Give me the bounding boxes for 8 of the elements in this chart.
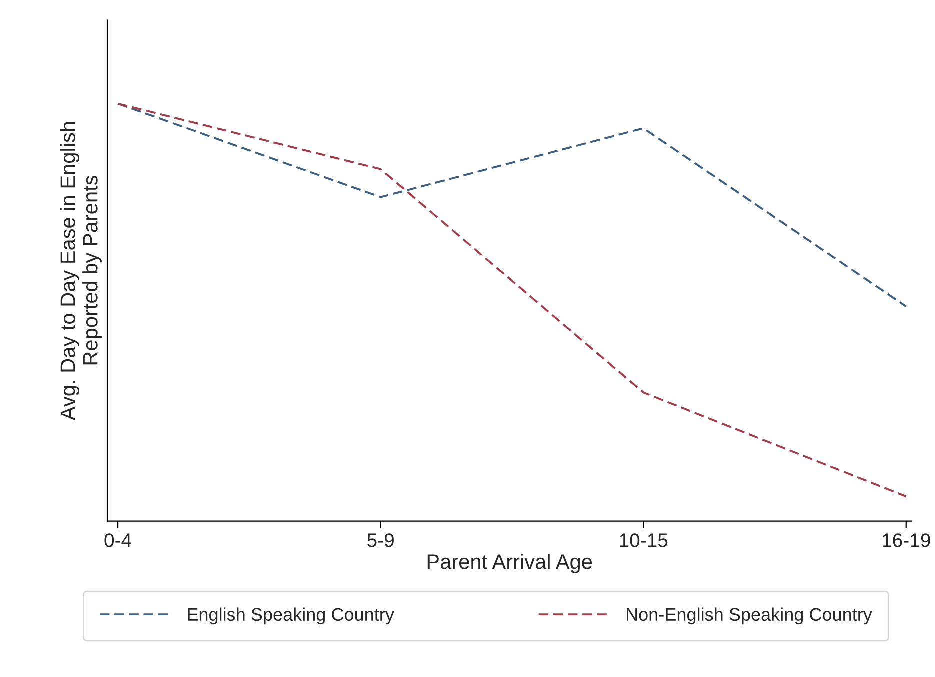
x-tick-label: 16-19 (882, 534, 930, 548)
x-axis-title: Parent Arrival Age (428, 554, 592, 574)
x-tick-label: 5-9 (368, 534, 394, 548)
legend-label: Non-English Speaking Country (627, 608, 872, 625)
x-tick-label: 0-4 (104, 534, 132, 548)
y-axis-title: Avg. Day to Day Ease in English Reported by Parents (60, 122, 102, 421)
legend-label: English Speaking Country (188, 608, 394, 625)
x-tick-label: 10-15 (620, 534, 668, 548)
